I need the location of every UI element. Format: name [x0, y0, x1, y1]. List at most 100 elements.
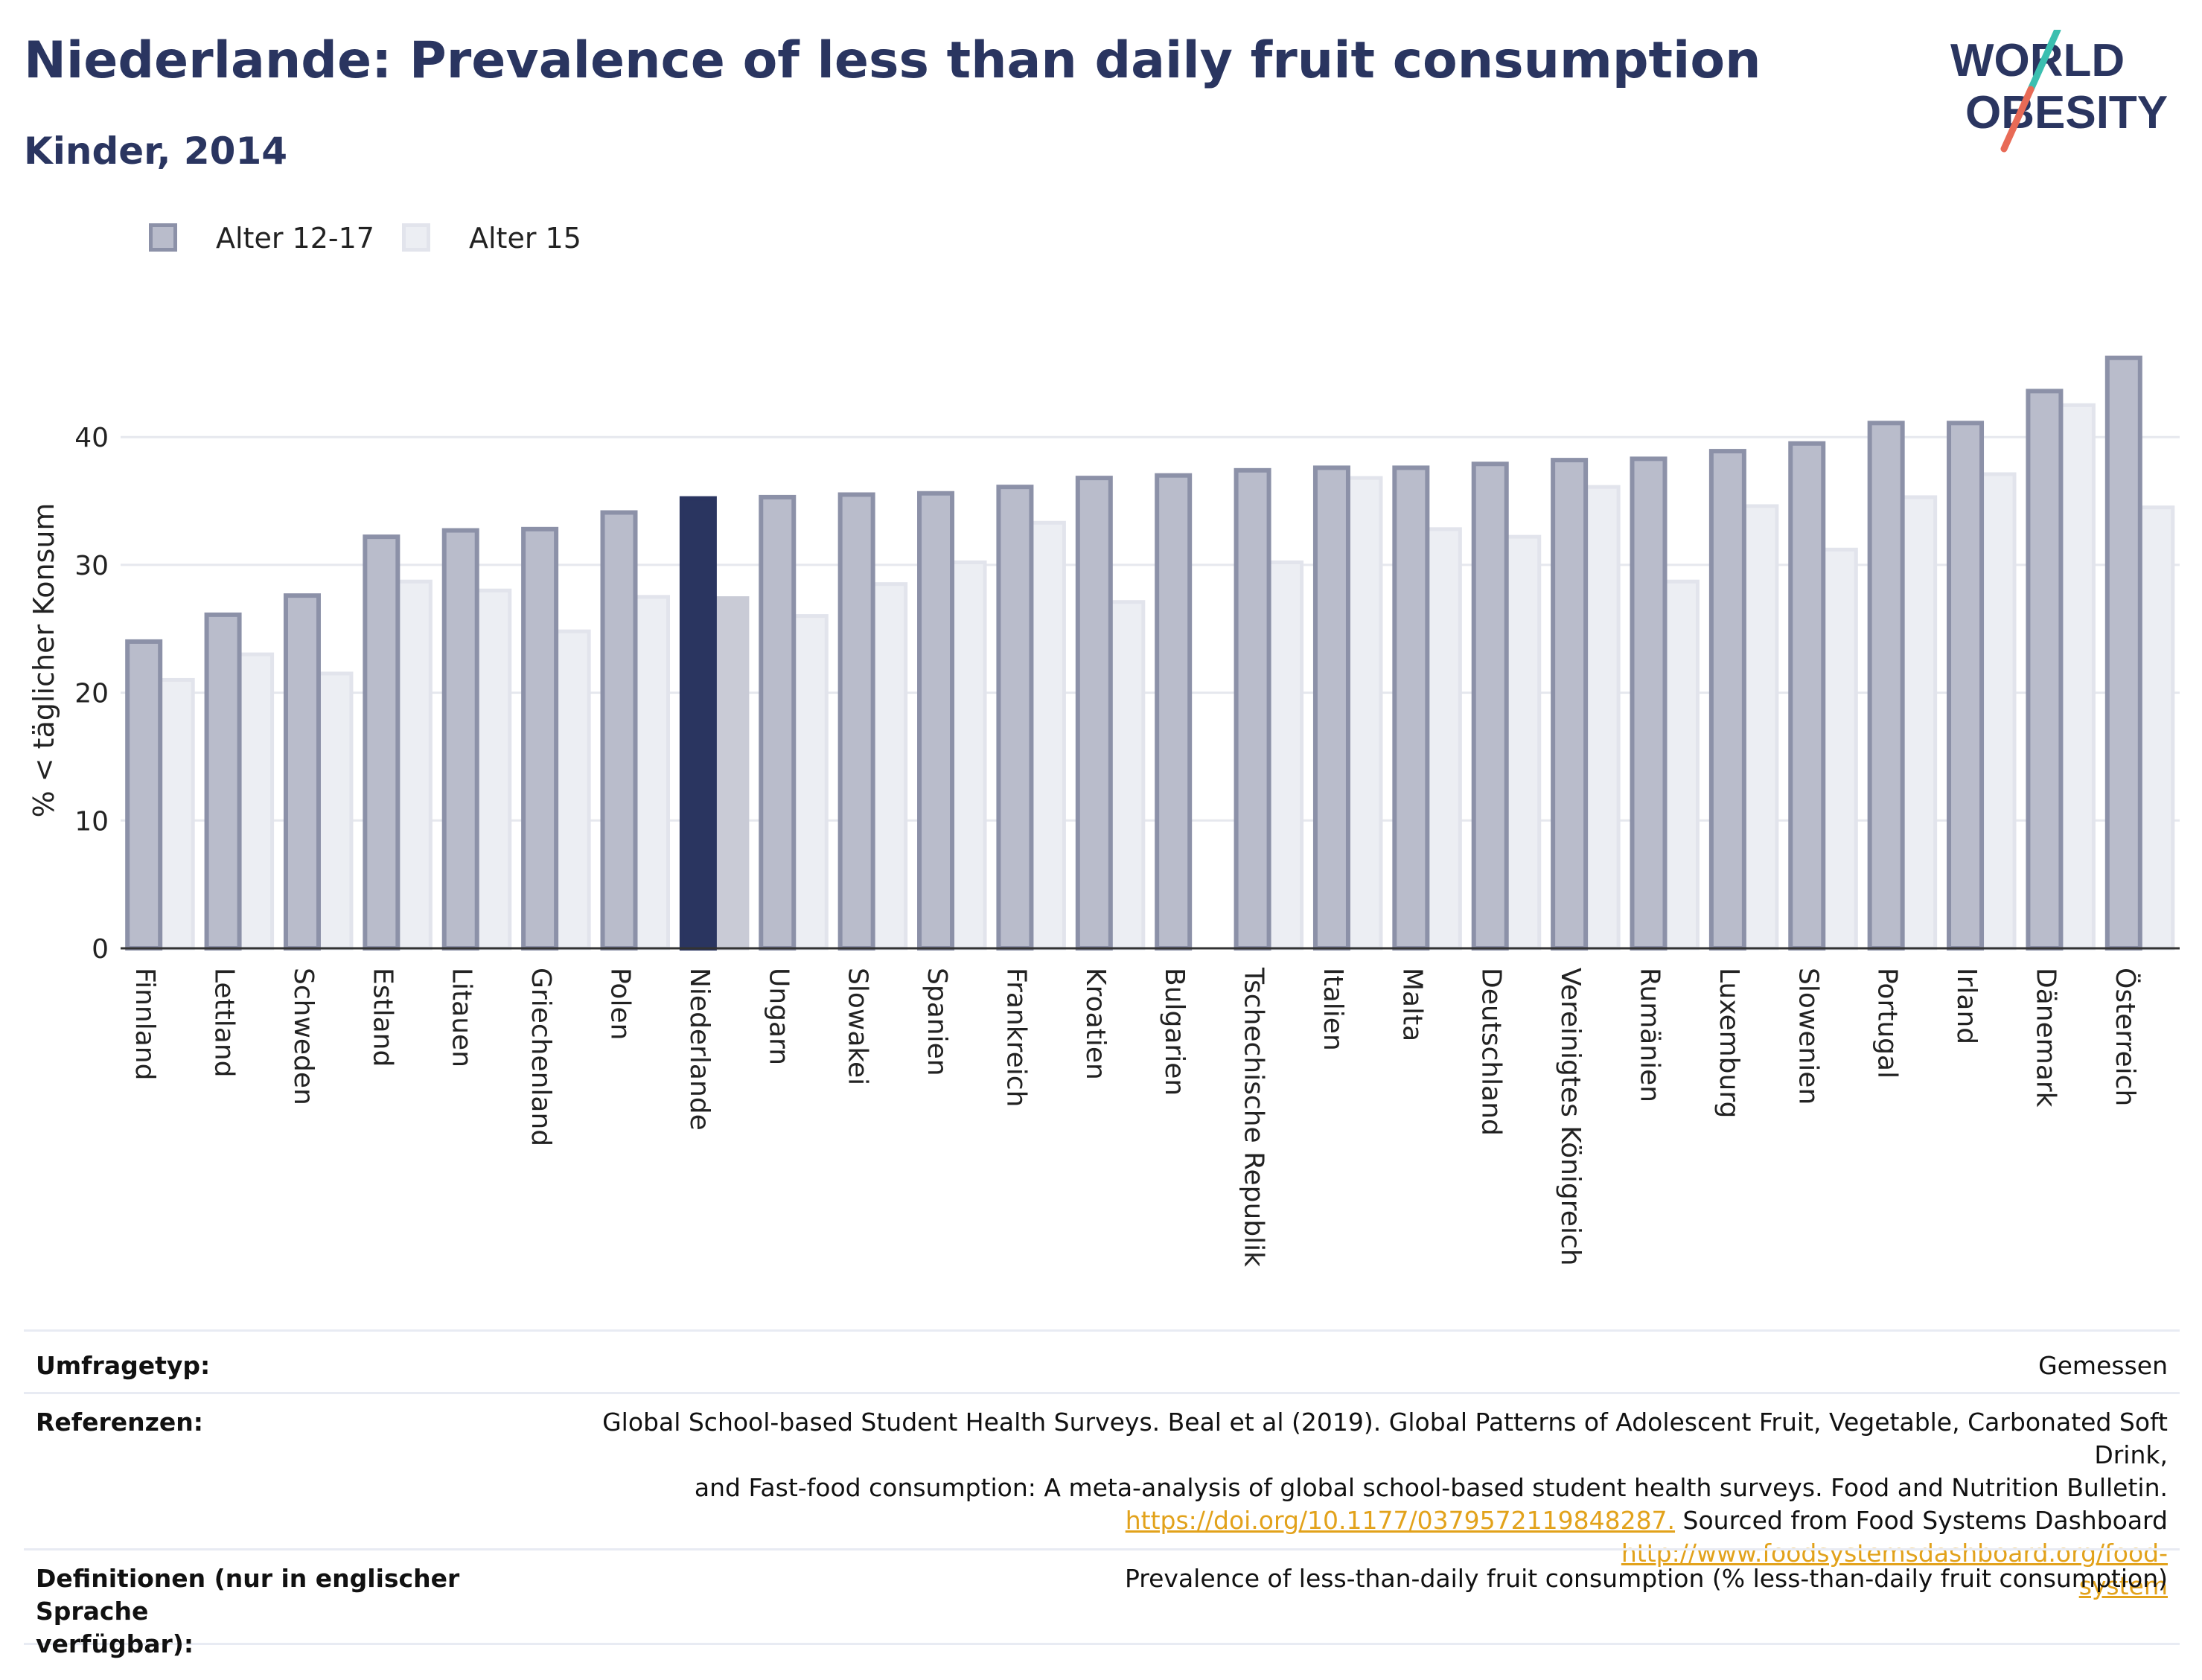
bar-series1 [1947, 421, 1985, 951]
bar-series1 [1551, 458, 1589, 951]
x-tick-label: Spanien [922, 968, 952, 1076]
x-tick-label: Dänemark [2030, 968, 2061, 1108]
y-tick-label: 0 [92, 934, 109, 965]
bar-series2 [1504, 534, 1542, 951]
x-tick-label: Irland [1951, 968, 1982, 1044]
x-tick-label: Polen [605, 968, 636, 1040]
definitions-label-line1: Definitionen (nur in englischer Sprache [36, 1564, 460, 1626]
x-tick-label: Italien [1318, 968, 1348, 1051]
x-tick-label: Estland [367, 968, 398, 1067]
x-tick-label: Rumänien [1635, 968, 1665, 1102]
bar-series1 [125, 639, 163, 951]
bar-series1 [917, 491, 955, 951]
x-tick-label: Bulgarien [1159, 968, 1190, 1096]
food-systems-link[interactable]: http://www.foodsystemsdashboard.org/food… [1621, 1539, 2168, 1568]
x-tick-label: Portugal [1872, 968, 1903, 1079]
bar-series2 [1108, 600, 1146, 951]
bar-series2 [316, 671, 354, 951]
bar-series2 [1267, 560, 1304, 951]
page-subtitle: Kinder, 2014 [24, 130, 288, 173]
survey-type-value: Gemessen [2038, 1351, 2168, 1380]
bar-series2 [871, 582, 908, 951]
x-tick-label: Niederlande [684, 968, 715, 1131]
bar-series2 [554, 629, 591, 951]
bar-series1 [363, 534, 400, 951]
y-tick-label: 30 [74, 551, 109, 581]
x-tick-label: Slowakei [843, 968, 873, 1085]
bar-series1 [759, 494, 797, 951]
bar-series2 [158, 677, 195, 951]
meta-row-definitions: Definitionen (nur in englischer Sprache … [24, 1548, 2180, 1658]
legend-swatch-series2 [402, 223, 430, 252]
bar-series2 [1821, 547, 1858, 951]
world-obesity-logo: WORLD OBESITY [1950, 30, 2168, 153]
meta-row-survey-type: Umfragetyp: Gemessen [24, 1329, 2180, 1394]
bar-series1 [2026, 389, 2064, 951]
references-line1: Global School-based Student Health Surve… [602, 1408, 2168, 1469]
bar-series1 [1708, 449, 1746, 951]
y-tick-label: 40 [74, 423, 109, 453]
legend-label-series1: Alter 12-17 [216, 222, 374, 255]
legend-swatch-series1 [149, 223, 177, 252]
x-tick-label: Ungarn [763, 968, 794, 1065]
bar-series1 [441, 528, 479, 951]
food-systems-link-cont[interactable]: system [2078, 1571, 2168, 1600]
bar-series1 [1155, 473, 1193, 951]
bar-series1 [837, 492, 875, 951]
x-tick-label: Finnland [130, 968, 160, 1080]
x-tick-label: Kroatien [1080, 968, 1111, 1080]
page-title: Niederlande: Prevalence of less than dai… [24, 31, 1761, 90]
bar-series1 [1234, 467, 1271, 951]
bar-series1 [283, 593, 321, 951]
bar-series2 [1901, 495, 1938, 951]
x-tick-label: Tschechische Republik [1239, 967, 1269, 1267]
bar-series2 [1029, 520, 1066, 951]
doi-link[interactable]: https://doi.org/10.1177/0379572119848287… [1125, 1506, 1676, 1535]
bar-series2 [2058, 403, 2096, 951]
bar-series1 [1075, 476, 1113, 951]
meta-row-references: Referenzen: Global School-based Student … [24, 1392, 2180, 1600]
references-label: Referenzen: [36, 1408, 203, 1437]
references-line4: system [575, 1570, 2168, 1603]
bar-series1 [2104, 355, 2142, 951]
bar-series2 [1583, 485, 1621, 951]
references-sourced-text: Sourced from Food Systems Dashboard [1675, 1506, 2168, 1535]
x-tick-label: Litauen [447, 968, 477, 1067]
bar-series1 [1312, 465, 1350, 951]
bar-chart: 0 10 20 30 40 % < täglicher Konsum Finnland Let… [28, 355, 2180, 1267]
bar-series2 [475, 588, 512, 951]
bar-series1 [679, 496, 717, 951]
bar-series2 [1979, 472, 2017, 951]
bar-series2 [1742, 504, 1779, 951]
x-tick-label: Luxemburg [1714, 968, 1744, 1118]
y-axis-label: % < täglicher Konsum [28, 503, 60, 818]
survey-type-label: Umfragetyp: [36, 1351, 211, 1380]
bar-series1 [1471, 461, 1509, 951]
x-tick-label: Griechenland [526, 968, 556, 1146]
x-tick-label: Österreich [2110, 968, 2141, 1106]
bar-series2 [1346, 476, 1383, 951]
x-tick-label: Schweden [288, 968, 319, 1105]
bar-series2 [791, 614, 829, 951]
bar-series1 [996, 485, 1034, 951]
x-tick-label: Malta [1397, 968, 1427, 1041]
bar-series2 [395, 579, 433, 951]
bar-series2 [1663, 579, 1700, 951]
x-tick-label: Deutschland [1476, 968, 1507, 1136]
references-line3: https://doi.org/10.1177/0379572119848287… [575, 1504, 2168, 1570]
x-tick-label: Frankreich [1001, 968, 1031, 1107]
x-tick-label: Vereinigtes Königreich [1555, 968, 1586, 1266]
bar-series2 [1425, 527, 1462, 951]
bar-series1 [1788, 441, 1826, 951]
definitions-label: Definitionen (nur in englischer Sprache … [36, 1562, 557, 1661]
bar-series1 [1392, 465, 1430, 951]
bar-series2 [950, 560, 987, 951]
bar-series1 [1867, 421, 1905, 951]
bar-series2 [237, 652, 275, 951]
definitions-value: Prevalence of less-than-daily fruit cons… [1124, 1564, 2168, 1593]
bar-series1 [204, 612, 242, 951]
logo-line2: OBESITY [1965, 87, 2168, 138]
bar-series1 [600, 510, 638, 951]
bar-series2 [634, 595, 670, 951]
x-tick-label: Lettland [209, 968, 240, 1078]
